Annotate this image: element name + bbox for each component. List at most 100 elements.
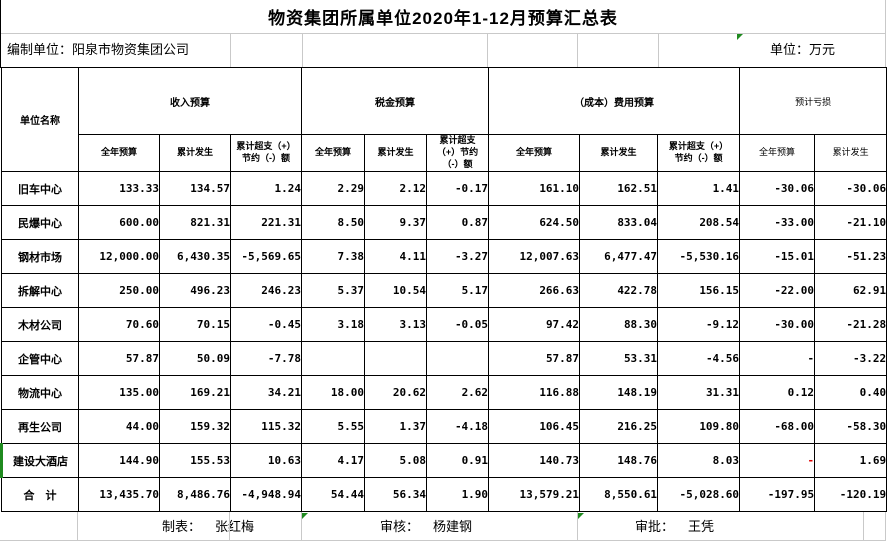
value-cell[interactable]: 62.91 (814, 273, 888, 308)
unit-name-cell[interactable]: 钢材市场 (1, 239, 79, 274)
value-cell[interactable]: 12,007.63 (488, 239, 581, 274)
value-cell[interactable]: -5,530.16 (657, 239, 741, 274)
unit-name-cell[interactable]: 拆解中心 (1, 273, 79, 308)
value-cell[interactable]: 266.63 (488, 273, 581, 308)
value-cell[interactable]: 97.42 (488, 307, 581, 342)
value-cell[interactable]: 134.57 (159, 171, 231, 206)
unit-name-cell[interactable]: 建设大酒店 (0, 443, 79, 478)
value-cell[interactable] (426, 341, 490, 376)
value-cell[interactable]: - (739, 341, 816, 376)
unit-name-header[interactable]: 单位名称 (1, 67, 79, 172)
value-cell[interactable]: 18.00 (301, 375, 366, 410)
value-cell[interactable]: 1.69 (814, 443, 888, 478)
value-cell[interactable]: -30.06 (739, 171, 816, 206)
value-cell[interactable]: 34.21 (229, 375, 303, 410)
value-cell[interactable]: 50.09 (159, 341, 231, 376)
value-cell[interactable]: -58.30 (814, 409, 888, 444)
value-cell[interactable]: 109.80 (657, 409, 741, 444)
col-header-loss-accum[interactable]: 累计发生 (814, 134, 888, 172)
value-cell[interactable]: 0.40 (814, 375, 888, 410)
col-header-cost-variance[interactable]: 累计超支（+） 节约（-）额 (657, 134, 741, 172)
col-header-cost-accum[interactable]: 累计发生 (579, 134, 659, 172)
value-cell[interactable]: 56.34 (364, 477, 428, 512)
group-header-income[interactable]: 收入预算 (77, 67, 303, 135)
value-cell[interactable]: 250.00 (78, 273, 160, 308)
value-cell[interactable]: 2.62 (426, 375, 490, 410)
value-cell[interactable]: -120.19 (814, 477, 888, 512)
value-cell[interactable]: -21.28 (814, 307, 888, 342)
unit-name-cell[interactable]: 旧车中心 (1, 171, 79, 206)
value-cell[interactable]: 70.15 (159, 307, 231, 342)
value-cell[interactable]: 57.87 (78, 341, 160, 376)
value-cell[interactable]: -15.01 (739, 239, 816, 274)
unit-name-cell[interactable]: 合 计 (1, 477, 79, 512)
value-cell[interactable]: 53.31 (579, 341, 659, 376)
unit-name-cell[interactable]: 民爆中心 (1, 205, 79, 240)
value-cell[interactable]: 600.00 (78, 205, 160, 240)
value-cell[interactable]: -4.18 (426, 409, 490, 444)
value-cell[interactable]: 8.03 (657, 443, 741, 478)
value-cell[interactable]: 13,435.70 (78, 477, 160, 512)
value-cell[interactable]: 0.12 (739, 375, 816, 410)
value-cell[interactable]: 133.33 (78, 171, 160, 206)
value-cell[interactable]: 12,000.00 (78, 239, 160, 274)
value-cell[interactable]: 156.15 (657, 273, 741, 308)
value-cell[interactable]: 2.12 (364, 171, 428, 206)
value-cell[interactable]: -33.00 (739, 205, 816, 240)
value-cell[interactable]: 1.37 (364, 409, 428, 444)
value-cell[interactable]: 6,430.35 (159, 239, 231, 274)
value-cell[interactable]: 8,550.61 (579, 477, 659, 512)
value-cell[interactable]: 8,486.76 (159, 477, 231, 512)
col-header-tax-accum[interactable]: 累计发生 (364, 134, 428, 172)
value-cell[interactable]: 70.60 (78, 307, 160, 342)
value-cell[interactable]: -51.23 (814, 239, 888, 274)
unit-name-cell[interactable]: 木材公司 (1, 307, 79, 342)
group-header-loss[interactable]: 预计亏损 (739, 67, 888, 135)
col-header-tax-variance[interactable]: 累计超支 （+）节约 （-）额 (426, 134, 490, 172)
value-cell[interactable]: 5.37 (301, 273, 366, 308)
col-header-loss-annual[interactable]: 全年预算 (739, 134, 816, 172)
value-cell[interactable]: 162.51 (579, 171, 659, 206)
value-cell[interactable]: 422.78 (579, 273, 659, 308)
value-cell[interactable]: 5.55 (301, 409, 366, 444)
value-cell[interactable]: 20.62 (364, 375, 428, 410)
value-cell[interactable]: 106.45 (488, 409, 581, 444)
value-cell[interactable]: 496.23 (159, 273, 231, 308)
value-cell[interactable]: -0.05 (426, 307, 490, 342)
value-cell[interactable]: 140.73 (488, 443, 581, 478)
unit-name-cell[interactable]: 再生公司 (1, 409, 79, 444)
value-cell[interactable]: 159.32 (159, 409, 231, 444)
value-cell[interactable]: 6,477.47 (579, 239, 659, 274)
value-cell[interactable]: 148.19 (579, 375, 659, 410)
value-cell[interactable]: 13,579.21 (488, 477, 581, 512)
value-cell[interactable]: 10.54 (364, 273, 428, 308)
value-cell[interactable] (364, 341, 428, 376)
value-cell[interactable]: 1.24 (229, 171, 303, 206)
value-cell[interactable]: -22.00 (739, 273, 816, 308)
value-cell[interactable] (301, 341, 366, 376)
value-cell[interactable]: 3.13 (364, 307, 428, 342)
value-cell[interactable]: 57.87 (488, 341, 581, 376)
value-cell[interactable]: 115.32 (229, 409, 303, 444)
value-cell[interactable]: -68.00 (739, 409, 816, 444)
value-cell[interactable]: 169.21 (159, 375, 231, 410)
value-cell[interactable]: 2.29 (301, 171, 366, 206)
value-cell[interactable]: -21.10 (814, 205, 888, 240)
value-cell[interactable]: 208.54 (657, 205, 741, 240)
value-cell[interactable]: 221.31 (229, 205, 303, 240)
value-cell[interactable]: 9.37 (364, 205, 428, 240)
value-cell[interactable]: 833.04 (579, 205, 659, 240)
value-cell[interactable]: 246.23 (229, 273, 303, 308)
col-header-income-accum[interactable]: 累计发生 (159, 134, 231, 172)
value-cell[interactable]: 5.17 (426, 273, 490, 308)
value-cell[interactable]: 161.10 (488, 171, 581, 206)
unit-name-cell[interactable]: 企管中心 (1, 341, 79, 376)
value-cell[interactable]: 116.88 (488, 375, 581, 410)
col-header-tax-annual[interactable]: 全年预算 (301, 134, 366, 172)
value-cell[interactable]: -0.17 (426, 171, 490, 206)
value-cell[interactable]: 1.90 (426, 477, 490, 512)
group-header-tax[interactable]: 税金预算 (301, 67, 490, 135)
value-cell[interactable]: -30.06 (814, 171, 888, 206)
value-cell[interactable]: 88.30 (579, 307, 659, 342)
value-cell[interactable]: 31.31 (657, 375, 741, 410)
